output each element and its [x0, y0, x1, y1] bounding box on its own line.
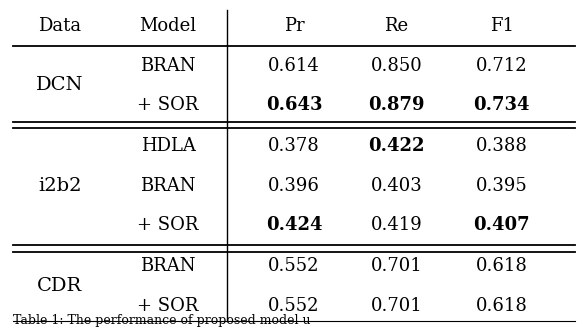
- Text: 0.378: 0.378: [268, 137, 320, 155]
- Text: BRAN: BRAN: [141, 257, 196, 276]
- Text: 0.552: 0.552: [268, 297, 320, 315]
- Text: + SOR: + SOR: [138, 96, 199, 114]
- Text: 0.419: 0.419: [370, 216, 422, 234]
- Text: Model: Model: [139, 17, 197, 35]
- Text: Data: Data: [38, 17, 82, 35]
- Text: 0.701: 0.701: [370, 257, 422, 276]
- Text: 0.407: 0.407: [473, 216, 530, 234]
- Text: BRAN: BRAN: [141, 56, 196, 75]
- Text: Table 1: The performance of proposed model u: Table 1: The performance of proposed mod…: [13, 314, 310, 327]
- Text: BRAN: BRAN: [141, 177, 196, 195]
- Text: + SOR: + SOR: [138, 216, 199, 234]
- Text: 0.403: 0.403: [370, 177, 422, 195]
- Text: CDR: CDR: [37, 277, 82, 295]
- Text: i2b2: i2b2: [38, 177, 82, 195]
- Text: 0.614: 0.614: [268, 56, 320, 75]
- Text: 0.388: 0.388: [476, 137, 527, 155]
- Text: 0.618: 0.618: [476, 257, 527, 276]
- Text: F1: F1: [490, 17, 514, 35]
- Text: DCN: DCN: [36, 76, 83, 94]
- Text: 0.701: 0.701: [370, 297, 422, 315]
- Text: 0.424: 0.424: [266, 216, 322, 234]
- Text: + SOR: + SOR: [138, 297, 199, 315]
- Text: Re: Re: [385, 17, 409, 35]
- Text: 0.734: 0.734: [473, 96, 530, 114]
- Text: 0.396: 0.396: [268, 177, 320, 195]
- Text: 0.395: 0.395: [476, 177, 527, 195]
- Text: 0.850: 0.850: [370, 56, 422, 75]
- Text: 0.422: 0.422: [368, 137, 425, 155]
- Text: 0.712: 0.712: [476, 56, 527, 75]
- Text: 0.643: 0.643: [266, 96, 322, 114]
- Text: 0.879: 0.879: [368, 96, 425, 114]
- Text: Pr: Pr: [283, 17, 305, 35]
- Text: HDLA: HDLA: [141, 137, 196, 155]
- Text: 0.618: 0.618: [476, 297, 527, 315]
- Text: 0.552: 0.552: [268, 257, 320, 276]
